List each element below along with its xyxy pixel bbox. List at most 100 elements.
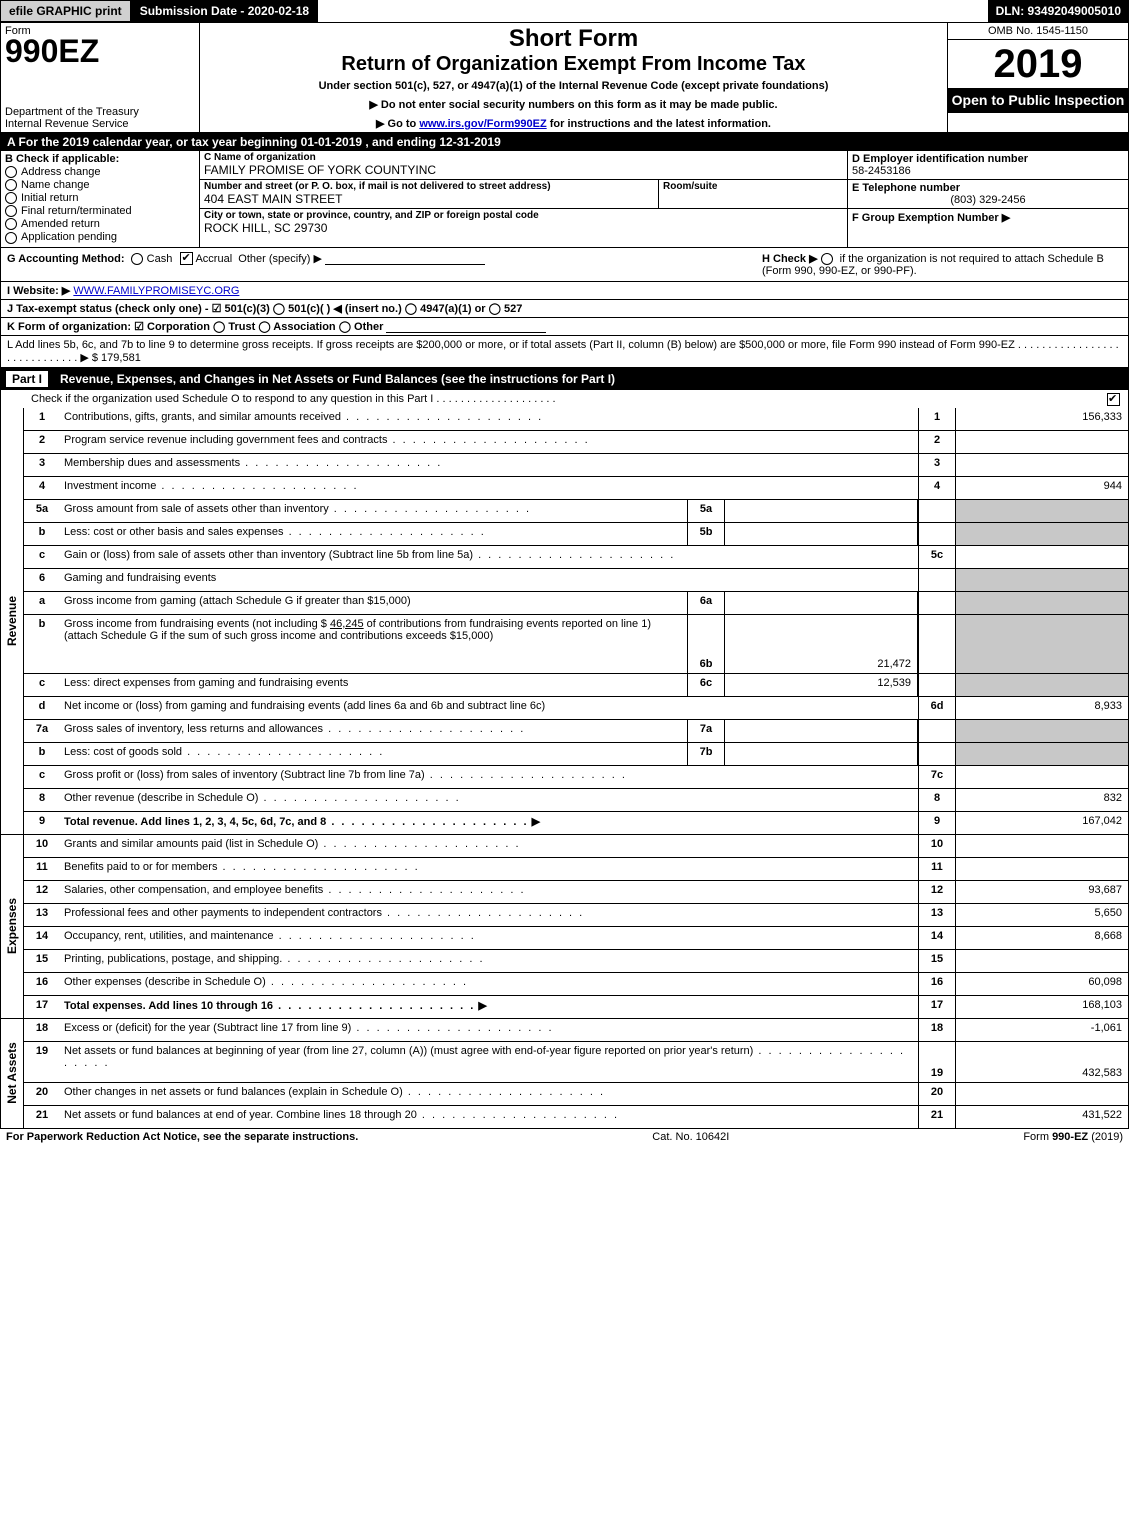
chk-name-change[interactable]: Name change [5, 179, 195, 191]
notice2-post: for instructions and the latest informat… [547, 118, 771, 130]
chk-app-pending[interactable]: Application pending [5, 231, 195, 243]
line-num: 10 [24, 835, 60, 857]
desc-text: Occupancy, rent, utilities, and maintena… [64, 930, 274, 942]
desc-text: Total expenses. Add lines 10 through 16 [64, 1000, 273, 1012]
line-5a: 5a Gross amount from sale of assets othe… [24, 500, 1128, 523]
line-9: 9 Total revenue. Add lines 1, 2, 3, 4, 5… [24, 812, 1128, 834]
right-num: 6d [918, 697, 955, 719]
line-3: 3 Membership dues and assessments 3 [24, 454, 1128, 477]
desc-text: Gross amount from sale of assets other t… [64, 503, 329, 515]
chk-amended[interactable]: Amended return [5, 218, 195, 230]
h-check[interactable] [821, 253, 833, 265]
row-k: K Form of organization: ☑ Corporation ◯ … [0, 318, 1129, 336]
other-blank[interactable] [325, 252, 485, 265]
chk-initial-return[interactable]: Initial return [5, 192, 195, 204]
right-num: 7c [918, 766, 955, 788]
line-num: a [24, 592, 60, 614]
desc-val: 46,245 [330, 618, 364, 630]
header-left: Form 990EZ Department of the Treasury In… [1, 23, 200, 132]
chk-label: Application pending [21, 231, 117, 243]
org-addr-row: Number and street (or P. O. box, if mail… [200, 180, 847, 209]
mid-val: 21,472 [725, 615, 918, 673]
line-15: 15 Printing, publications, postage, and … [24, 950, 1128, 973]
line-num: 4 [24, 477, 60, 499]
revenue-lines: 1 Contributions, gifts, grants, and simi… [24, 408, 1128, 834]
right-num: 14 [918, 927, 955, 949]
line-desc: Other expenses (describe in Schedule O) [60, 973, 918, 995]
tax-year: 2019 [948, 40, 1128, 88]
desc-text: Net assets or fund balances at beginning… [64, 1045, 753, 1057]
chk-final-return[interactable]: Final return/terminated [5, 205, 195, 217]
room-suite: Room/suite [658, 180, 847, 208]
schedule-o-check[interactable] [1107, 393, 1120, 406]
desc-text: Other expenses (describe in Schedule O) [64, 976, 266, 988]
line-desc: Program service revenue including govern… [60, 431, 918, 453]
org-name-row: C Name of organization FAMILY PROMISE OF… [200, 151, 847, 180]
line-desc: Less: cost or other basis and sales expe… [60, 523, 687, 545]
right-val: 93,687 [955, 881, 1128, 903]
net-side-label: Net Assets [1, 1019, 24, 1128]
accrual-check[interactable] [180, 252, 193, 265]
revenue-text: Revenue [5, 596, 19, 646]
line-desc: Occupancy, rent, utilities, and maintena… [60, 927, 918, 949]
right-val-shaded [955, 523, 1128, 545]
expenses-text: Expenses [5, 898, 19, 954]
line-desc: Gross amount from sale of assets other t… [60, 500, 687, 522]
right-num: 18 [918, 1019, 955, 1041]
revenue-side-label: Revenue [1, 408, 24, 834]
right-num: 19 [918, 1042, 955, 1082]
efile-print-button[interactable]: efile GRAPHIC print [0, 0, 131, 22]
line-6b: b Gross income from fundraising events (… [24, 615, 1128, 674]
desc-text: Other revenue (describe in Schedule O) [64, 792, 258, 804]
box-e: E Telephone number (803) 329-2456 [848, 180, 1128, 209]
right-val [955, 546, 1128, 568]
line-num: 14 [24, 927, 60, 949]
line-num: b [24, 743, 60, 765]
line-num: 6 [24, 569, 60, 591]
chk-address-change[interactable]: Address change [5, 166, 195, 178]
right-val: 832 [955, 789, 1128, 811]
right-num-shaded [918, 500, 955, 522]
right-num: 4 [918, 477, 955, 499]
line-desc: Printing, publications, postage, and shi… [60, 950, 918, 972]
right-val: 167,042 [955, 812, 1128, 834]
mid-num: 5a [687, 500, 725, 522]
line-num: c [24, 546, 60, 568]
right-val: 8,668 [955, 927, 1128, 949]
line-desc: Membership dues and assessments [60, 454, 918, 476]
website-notice: ▶ Go to www.irs.gov/Form990EZ for instru… [204, 117, 943, 130]
mid-num: 7b [687, 743, 725, 765]
right-num: 11 [918, 858, 955, 880]
mid-num: 7a [687, 720, 725, 742]
org-name-label: C Name of organization [204, 152, 843, 163]
right-val: 5,650 [955, 904, 1128, 926]
accrual-label: Accrual [195, 253, 232, 265]
ein-value: 58-2453186 [852, 165, 1124, 177]
chk-label: Amended return [21, 218, 100, 230]
irs-link[interactable]: www.irs.gov/Form990EZ [419, 118, 546, 130]
line-14: 14 Occupancy, rent, utilities, and maint… [24, 927, 1128, 950]
submission-date-label: Submission Date - 2020-02-18 [131, 0, 318, 22]
desc-text: Gaming and fundraising events [64, 572, 216, 584]
line-desc: Other changes in net assets or fund bala… [60, 1083, 918, 1105]
desc-text: Membership dues and assessments [64, 457, 240, 469]
line-num: 13 [24, 904, 60, 926]
mid-val [725, 592, 918, 614]
line-num: 2 [24, 431, 60, 453]
cash-radio[interactable] [131, 253, 143, 265]
line-num: 11 [24, 858, 60, 880]
row-l-text: L Add lines 5b, 6c, and 7b to line 9 to … [7, 339, 1119, 364]
line-desc: Salaries, other compensation, and employ… [60, 881, 918, 903]
part1-header: Part I Revenue, Expenses, and Changes in… [0, 368, 1129, 390]
right-val-shaded [955, 615, 1128, 673]
desc-text: Total revenue. Add lines 1, 2, 3, 4, 5c,… [64, 816, 326, 828]
line-num: 20 [24, 1083, 60, 1105]
other-org-blank[interactable] [386, 320, 546, 333]
right-val-shaded [955, 743, 1128, 765]
right-num-shaded [918, 592, 955, 614]
website-link[interactable]: WWW.FAMILYPROMISEYC.ORG [73, 285, 239, 297]
desc-text: Investment income [64, 480, 156, 492]
line-num: 19 [24, 1042, 60, 1082]
mid-num: 6a [687, 592, 725, 614]
mid-num: 6b [687, 615, 725, 673]
